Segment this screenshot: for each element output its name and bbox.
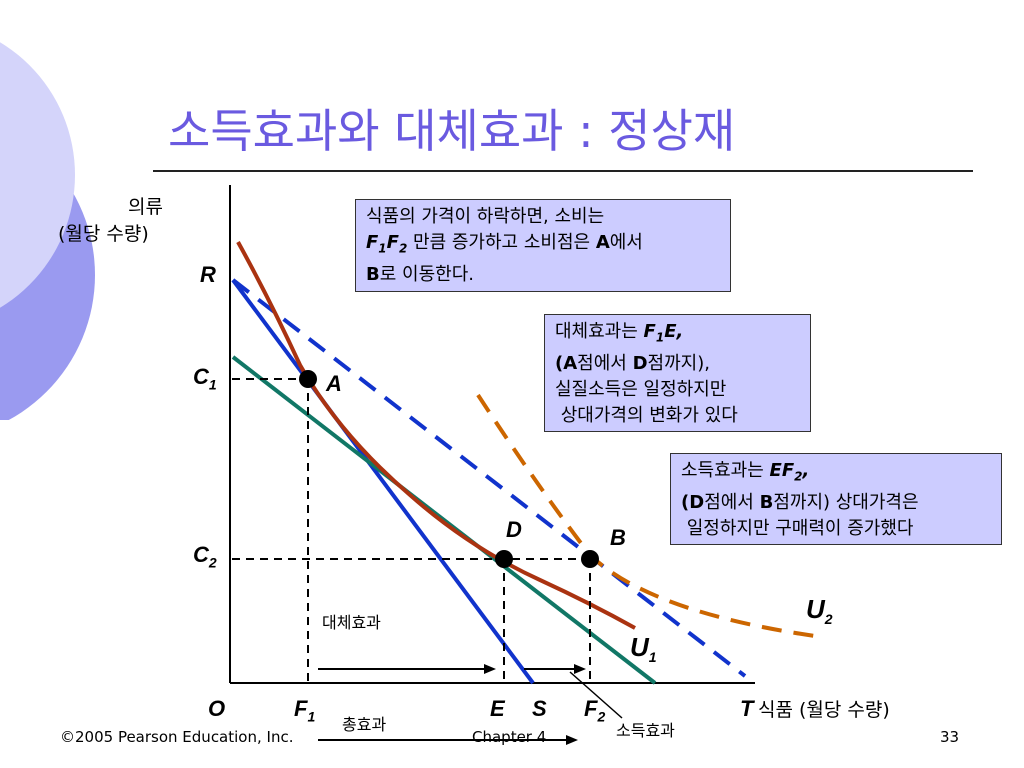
total-arrow-head (566, 735, 578, 745)
label-u1: U1 (630, 632, 657, 666)
label-c1: C1 (193, 364, 217, 393)
footer-chapter: Chapter 4 (472, 728, 547, 746)
label-origin: O (208, 696, 226, 721)
point-b-marker (581, 550, 599, 568)
decorative-circle-light (0, 42, 75, 308)
point-d-marker (495, 550, 513, 568)
label-r: R (200, 262, 216, 287)
note-box-income: 소득효과는 EF2, (D점에서 B점까지) 상대가격은 일정하지만 구매력이 … (670, 453, 1002, 545)
budget-line-original (231, 278, 535, 685)
label-point-d: D (506, 517, 522, 542)
total-effect-label: 총효과 (342, 715, 387, 734)
note-box-substitution: 대체효과는 F1E, (A점에서 D점까지), 실질소득은 일정하지만 상대가격… (544, 314, 811, 432)
label-f1: F1 (294, 696, 316, 725)
substitution-arrow-head (484, 664, 496, 674)
label-t: T (740, 696, 754, 721)
label-s: S (532, 696, 547, 721)
label-f2: F2 (584, 696, 606, 725)
label-c2: C2 (193, 542, 217, 571)
decorative-circles (0, 42, 95, 420)
slide-title: 소득효과와 대체효과 : 정상재 (168, 104, 736, 158)
budget-line-hypothetical (231, 355, 657, 685)
substitution-effect-label: 대체효과 (322, 613, 381, 632)
footer-page-number: 33 (940, 728, 960, 746)
budget-line-new (231, 278, 747, 678)
footer-copyright: ©2005 Pearson Education, Inc. (60, 728, 294, 746)
note-box-price-fall: 식품의 가격이 하락하면, 소비는 F1F2 만큼 증가하고 소비점은 A에서 … (355, 199, 731, 292)
label-point-a: A (326, 371, 342, 396)
x-axis-label: 식품 (월당 수량) (758, 699, 890, 721)
income-arrow-head (574, 664, 586, 674)
indifference-curve-u1 (236, 241, 636, 630)
y-axis-label-line1: 의류 (128, 196, 163, 218)
label-e: E (490, 696, 505, 721)
label-point-b: B (610, 525, 626, 550)
title-divider (153, 170, 973, 172)
point-a-marker (299, 370, 317, 388)
income-effect-label: 소득효과 (616, 721, 675, 740)
label-u2: U2 (806, 594, 833, 628)
y-axis-label-line2: (월당 수량) (58, 223, 149, 245)
income-effect-leader (569, 671, 623, 719)
